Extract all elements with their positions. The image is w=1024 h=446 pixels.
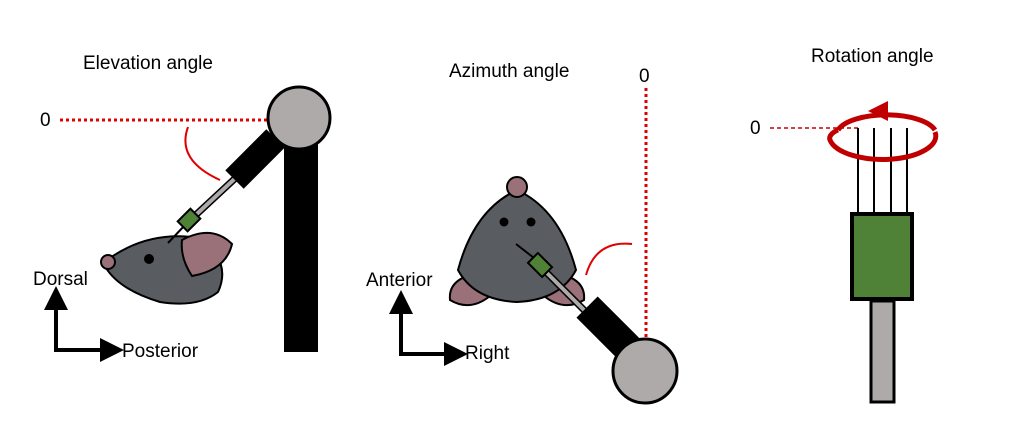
elevation-probe-headstage [176,207,202,233]
azimuth-probe-wire [515,243,535,259]
azimuth-joint [611,337,679,405]
rotation-zero-label: 0 [750,118,761,139]
elevation-mouse-nose [100,254,116,270]
elevation-manipulator-arm [225,129,285,189]
elevation-joint [266,85,332,151]
azimuth-mouse-ear-left [448,272,492,307]
elevation-axis-up-label: Dorsal [33,269,88,290]
azimuth-zero-label: 0 [639,66,650,87]
elevation-manipulator-post [284,124,318,352]
rotation-arrow-head [868,101,888,121]
rotation-probe-handle [869,299,896,404]
elevation-angle-arc [184,126,221,181]
rotation-panel [770,101,939,404]
elevation-axis-arrows [44,286,124,362]
rotation-probe-headstage [850,212,914,301]
elevation-mouse-side [100,232,234,305]
azimuth-axis-up-label: Anterior [366,270,433,291]
azimuth-mouse-eye-left [499,217,509,227]
azimuth-title: Azimuth angle [449,61,570,82]
elevation-axis-right-label: Posterior [122,341,199,362]
rotation-title: Rotation angle [811,46,934,67]
rotation-probe-shanks [857,128,908,214]
elevation-panel [44,85,332,362]
azimuth-axis-right-label: Right [465,343,510,364]
elevation-title: Elevation angle [83,53,213,74]
azimuth-axis-arrows [389,290,468,366]
azimuth-panel [389,88,679,405]
rotation-arrow-front [827,127,939,162]
azimuth-angle-arc [585,242,633,276]
elevation-zero-label: 0 [40,110,51,131]
elevation-mouse-ear [180,232,234,278]
azimuth-probe-headstage [526,251,554,279]
elevation-mouse-eye [144,254,154,264]
azimuth-mouse-eye-right [526,217,536,227]
azimuth-mouse-nose [506,176,528,198]
